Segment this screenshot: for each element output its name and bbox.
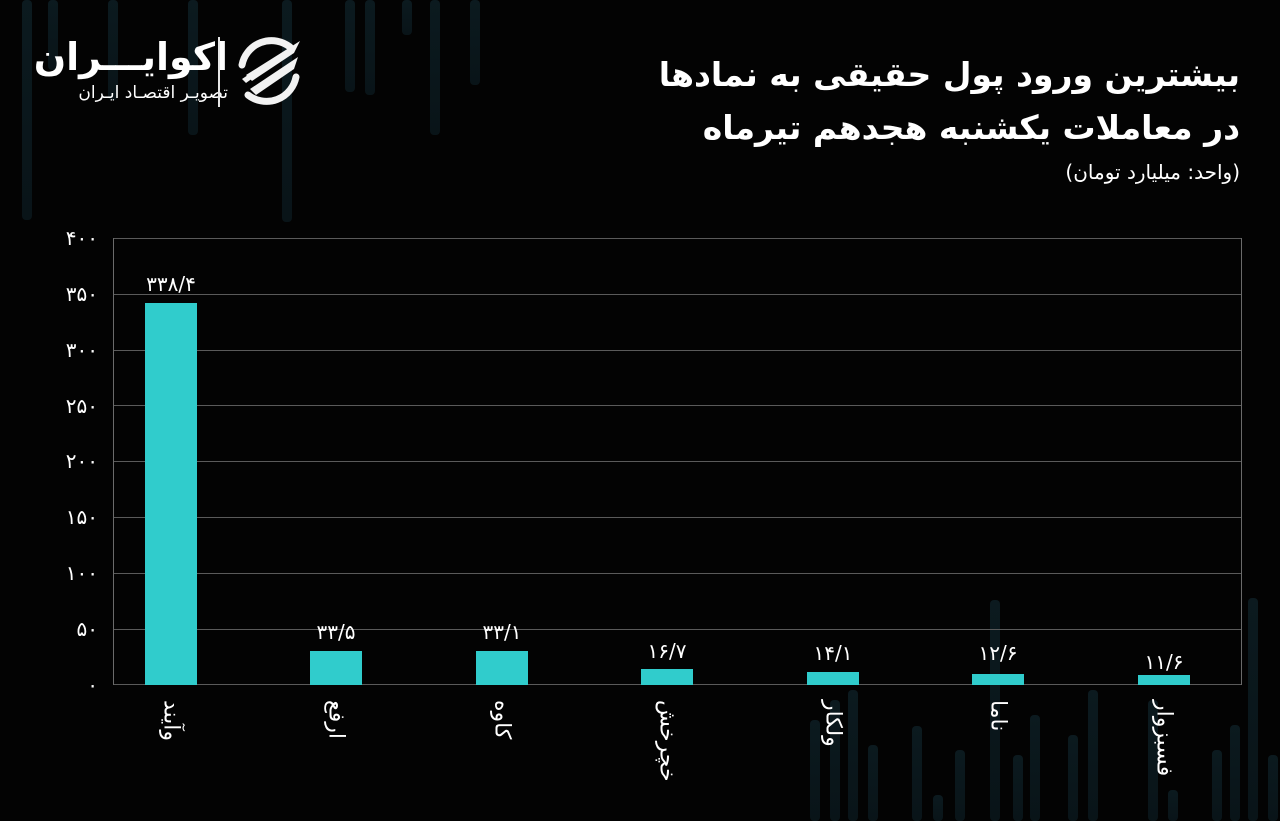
chart-title-block: بیشترین ورود پول حقیقی به نمادها در معام… bbox=[659, 48, 1240, 184]
bar-arfa bbox=[310, 651, 362, 685]
brand-tagline: تصویـر اقتصـاد ایـران bbox=[78, 83, 228, 103]
gridline bbox=[114, 405, 1241, 406]
y-tick: ۵۰ bbox=[76, 617, 98, 641]
gridline bbox=[114, 461, 1241, 462]
value-label: ۱۶/۷ bbox=[647, 639, 687, 663]
y-tick: ۱۵۰ bbox=[65, 505, 98, 529]
value-label: ۱۱/۶ bbox=[1144, 650, 1184, 674]
bar-vlekar bbox=[807, 672, 859, 685]
y-tick: ۲۵۰ bbox=[65, 394, 98, 418]
value-label: ۱۲/۶ bbox=[978, 641, 1018, 665]
category-label: خچرخش bbox=[654, 700, 680, 782]
bar-kaveh bbox=[476, 651, 528, 685]
brand-name: اکوایـــران bbox=[33, 35, 228, 79]
bar-nama bbox=[972, 674, 1024, 685]
gridline bbox=[114, 629, 1241, 630]
category-label: ناما bbox=[985, 700, 1011, 732]
gridline bbox=[114, 238, 1241, 239]
gridline bbox=[114, 517, 1241, 518]
value-label: ۳۳/۵ bbox=[316, 620, 356, 644]
bar-fsabzevar bbox=[1138, 675, 1190, 685]
category-label: ارفع bbox=[323, 700, 349, 739]
brand-logo: اکوایـــران تصویـر اقتصـاد ایـران bbox=[34, 35, 310, 110]
value-label: ۳۳۸/۴ bbox=[146, 272, 196, 296]
ecoiran-logo-icon bbox=[238, 37, 300, 105]
value-label: ۳۳/۱ bbox=[482, 620, 522, 644]
gridline bbox=[114, 350, 1241, 351]
bar-khcharkhesh bbox=[641, 669, 693, 685]
category-label: وآیند bbox=[158, 700, 184, 742]
bar-vaiand bbox=[145, 303, 197, 685]
gridline bbox=[114, 573, 1241, 574]
category-label: فسبزوار bbox=[1151, 700, 1177, 777]
chart-unit: (واحد: میلیارد تومان) bbox=[1065, 160, 1240, 184]
gridline bbox=[114, 294, 1241, 295]
y-tick: ۰ bbox=[87, 673, 98, 697]
category-label: ولکار bbox=[820, 700, 846, 747]
y-tick: ۱۰۰ bbox=[65, 561, 98, 585]
y-tick: ۳۵۰ bbox=[65, 282, 98, 306]
chart-title-line-1: بیشترین ورود پول حقیقی به نمادها bbox=[658, 55, 1240, 94]
chart-title-line-2: در معاملات یکشنبه هجدهم تیرماه bbox=[702, 108, 1240, 147]
y-tick: ۲۰۰ bbox=[65, 449, 98, 473]
category-label: کاوه bbox=[489, 700, 515, 740]
logo-divider bbox=[218, 37, 220, 107]
y-tick: ۴۰۰ bbox=[65, 226, 98, 250]
y-tick: ۳۰۰ bbox=[65, 338, 98, 362]
plot-area bbox=[113, 238, 1242, 685]
value-label: ۱۴/۱ bbox=[813, 641, 853, 665]
